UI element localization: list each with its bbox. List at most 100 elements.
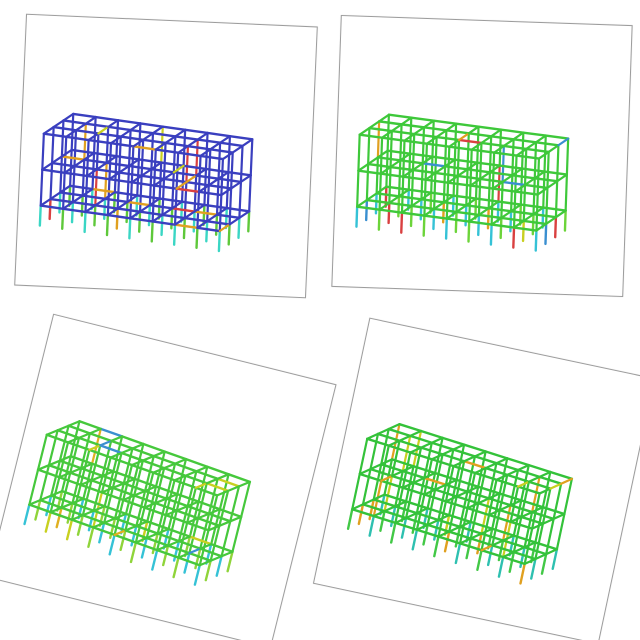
frame-beam [361,503,386,513]
frame-column [177,505,189,543]
frame-beam [535,222,548,232]
frame-beam [124,529,148,540]
frame-beam [398,439,423,449]
frame-beam [523,546,548,556]
frame-beam [205,220,231,226]
frame-beam [511,174,536,180]
frame-column [148,168,153,207]
frame-column [467,220,471,243]
frame-beam [209,542,234,553]
frame-beam [410,204,436,211]
frame-column [426,488,437,526]
frame-beam [399,159,424,165]
frame-beam [477,502,501,512]
frame-beam [100,486,114,494]
frame-beam [225,206,251,213]
frame-beam [164,141,190,148]
frame-column [390,439,401,478]
frame-beam [216,473,230,480]
frame-beam [122,477,136,485]
frame-beam [509,504,534,514]
frame-beam [217,177,243,184]
frame-beam [183,216,209,223]
frame-beam [73,158,86,168]
frame-beam [151,213,164,223]
frame-column [544,222,548,246]
frame-beam [390,129,416,136]
frame-beam [88,444,102,452]
frame-column [188,517,200,555]
frame-beam [366,437,390,447]
frame-beam [113,517,138,528]
frame-beam [452,460,466,468]
frame-beam [387,444,412,454]
frame-beam [527,463,552,474]
frame-beam [218,520,232,527]
frame-column [534,522,544,561]
frame-beam [432,207,458,214]
frame-beam [60,155,86,161]
frame-column [151,548,159,571]
frame-beam [430,453,444,461]
frame-beam [158,197,184,203]
frame-beam [209,555,223,562]
frame-beam [380,136,406,142]
frame-beam [153,184,178,190]
frame-column [357,503,365,526]
frame-beam [207,508,221,515]
frame-beam [437,513,451,522]
frame-column [388,165,392,205]
frame-beam [453,158,479,164]
frame-column [150,220,154,243]
frame-beam [90,474,104,482]
frame-beam [375,192,401,198]
frame-column [217,229,221,253]
frame-beam [218,223,231,233]
frame-beam [412,476,426,484]
frame-column [215,177,220,216]
frame-column [422,214,426,237]
frame-beam [115,155,141,161]
frame-beam [106,213,132,220]
frame-column [90,444,102,482]
frame-beam [387,427,412,438]
frame-column [83,210,87,234]
frame-beam [218,141,244,148]
frame-beam [70,514,84,521]
frame-beam [175,509,200,520]
frame-beam [457,132,470,142]
frame-beam [186,504,211,515]
frame-beam [500,216,525,223]
frame-beam [355,205,381,211]
frame-beam [177,535,191,543]
frame-beam [476,161,501,167]
frame-beam [390,458,415,468]
frame-column [204,559,212,582]
frame-column [55,506,63,529]
frame-model-top-left [38,112,254,253]
frame-beam [193,210,219,216]
frame-beam [56,424,70,432]
frame-column [466,455,477,493]
frame-column [95,132,100,171]
frame-beam [398,422,423,433]
frame-beam [88,448,112,459]
frame-column [49,161,54,201]
frame-beam [469,520,494,530]
frame-beam [91,187,117,194]
frame-beam [132,145,157,151]
frame-beam [85,168,98,178]
frame-column [195,226,199,250]
frame-beam [527,475,541,483]
frame-beam [151,220,177,226]
frame-column [552,482,563,521]
frame-column [498,473,509,512]
frame-beam [544,134,570,140]
frame-column [240,480,251,518]
frame-column [530,557,537,580]
frame-beam [143,485,158,493]
frame-beam [103,197,129,204]
frame-beam [206,131,232,138]
frame-beam [63,171,89,178]
frame-beam [220,187,233,197]
